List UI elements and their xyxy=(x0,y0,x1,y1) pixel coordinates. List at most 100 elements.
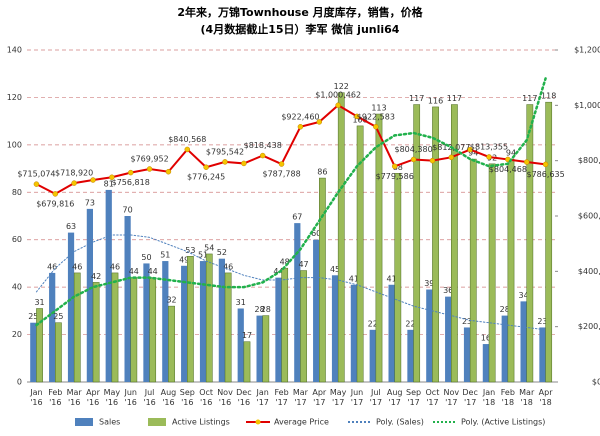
line-marker xyxy=(486,154,492,160)
data-label: $718,920 xyxy=(55,169,93,178)
data-label: 41 xyxy=(349,274,359,283)
y-tick-label: 80 xyxy=(12,188,22,197)
data-label: 113 xyxy=(371,104,386,113)
bar xyxy=(67,232,75,382)
data-label: 45 xyxy=(330,265,340,274)
x-tick-label: Jan '17 xyxy=(256,388,269,407)
bar xyxy=(130,277,138,383)
legend-marker xyxy=(255,419,261,425)
bar xyxy=(350,284,357,382)
x-tick-label: Jul '17 xyxy=(370,388,382,407)
bar xyxy=(545,101,553,383)
bar xyxy=(394,173,402,383)
bar xyxy=(149,277,157,383)
data-label: 67 xyxy=(292,213,302,222)
line-marker xyxy=(203,164,209,170)
bar xyxy=(262,315,270,383)
bar xyxy=(432,106,439,383)
data-label: $922,460 xyxy=(281,112,319,121)
line-marker xyxy=(127,169,134,176)
bar xyxy=(224,272,232,383)
bar xyxy=(482,344,489,382)
data-label: 53 xyxy=(185,246,195,255)
line-marker xyxy=(523,159,530,165)
y2-tick-label: $0 xyxy=(592,378,600,387)
x-tick-label: Apr '17 xyxy=(312,388,327,407)
bar xyxy=(243,341,251,383)
bar xyxy=(86,208,93,382)
data-label: 48 xyxy=(280,258,290,267)
x-tick-label: Sep '17 xyxy=(406,388,421,407)
data-label: 52 xyxy=(217,248,227,257)
legend-swatch xyxy=(75,418,93,426)
bar xyxy=(199,261,207,382)
chart-subtitle: (4月数据截止15日）李军 微信 junli64 xyxy=(201,22,400,36)
line-marker xyxy=(71,180,77,186)
data-label: 118 xyxy=(541,92,556,101)
y2-tick-label: $1,200,000 xyxy=(574,46,600,55)
bar xyxy=(30,322,37,382)
data-label: $804,468 xyxy=(489,165,527,174)
bar xyxy=(463,327,471,382)
line-marker xyxy=(184,146,191,153)
x-tick-label: Nov '16 xyxy=(217,388,233,407)
x-tick-label: Dec '17 xyxy=(462,388,477,407)
legend-swatch xyxy=(148,418,166,426)
x-tick-label: Jul '16 xyxy=(143,388,155,407)
data-label: 42 xyxy=(91,272,101,281)
data-label: 16 xyxy=(481,334,491,343)
data-label: 39 xyxy=(424,279,434,288)
data-label: 46 xyxy=(72,262,82,271)
x-tick-label: Jun '16 xyxy=(123,388,137,407)
data-label: 94 xyxy=(506,149,516,158)
bar xyxy=(181,265,188,382)
data-label: 60 xyxy=(311,229,321,238)
x-tick-label: Apr '18 xyxy=(539,388,554,407)
line-marker xyxy=(391,163,398,170)
y2-tick-label: $200,000 xyxy=(578,322,600,331)
data-label: 34 xyxy=(519,291,529,300)
y2-tick-label: $400,000 xyxy=(578,267,600,276)
bar xyxy=(124,216,131,382)
bar xyxy=(294,223,301,382)
bar xyxy=(375,113,383,383)
bar xyxy=(111,272,119,383)
x-tick-label: Feb '17 xyxy=(274,388,288,407)
x-tick-label: Jun '17 xyxy=(350,388,364,407)
bar xyxy=(187,256,194,383)
line-marker xyxy=(335,102,341,108)
bar xyxy=(300,270,307,383)
data-label: 49 xyxy=(179,255,189,264)
data-label: 46 xyxy=(223,262,233,271)
data-label: $1,000,462 xyxy=(315,91,361,100)
data-label: 70 xyxy=(123,206,133,215)
bar xyxy=(488,163,496,383)
bar xyxy=(92,282,100,383)
line-marker xyxy=(373,124,379,130)
y-tick-label: 20 xyxy=(12,330,22,339)
x-tick-label: Feb '16 xyxy=(48,388,62,407)
y2-tick-label: $1,000,000 xyxy=(574,101,600,110)
line-marker xyxy=(448,154,455,161)
line-marker xyxy=(278,161,285,167)
line-marker xyxy=(33,181,40,187)
x-tick-label: Mar '18 xyxy=(519,388,535,407)
x-tick-label: Jan '18 xyxy=(482,388,495,407)
y-tick-label: 40 xyxy=(12,283,22,292)
data-label: 28 xyxy=(255,305,265,314)
bar xyxy=(281,267,289,383)
data-label: $818,438 xyxy=(244,141,282,150)
data-label: 46 xyxy=(47,262,57,271)
bar xyxy=(205,253,213,383)
bar xyxy=(356,125,364,383)
bar xyxy=(445,296,452,382)
y-tick-label: 60 xyxy=(12,235,22,244)
bar xyxy=(526,104,534,383)
line xyxy=(35,234,547,331)
bar xyxy=(168,305,175,383)
line-marker xyxy=(109,174,115,181)
bar xyxy=(162,261,169,382)
x-tick-label: Oct '16 xyxy=(199,388,213,407)
line-marker xyxy=(316,119,323,125)
